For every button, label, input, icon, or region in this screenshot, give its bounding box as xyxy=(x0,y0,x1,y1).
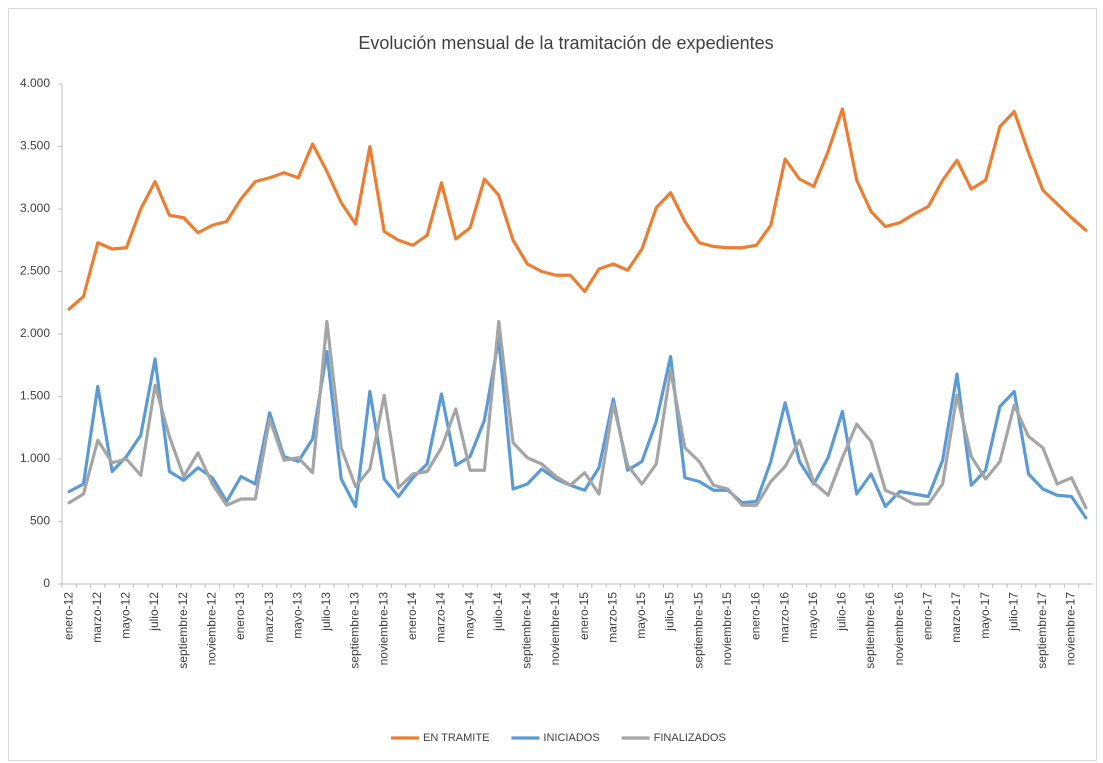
x-tick-label: noviembre-13 xyxy=(376,592,390,666)
x-tick-label: septiembre-13 xyxy=(348,592,362,669)
x-tick-label: julio-12 xyxy=(147,592,161,632)
x-tick-label: enero-12 xyxy=(61,592,75,640)
y-tick-label: 3.000 xyxy=(20,201,50,215)
legend-label: FINALIZADOS xyxy=(654,732,726,744)
chart-frame xyxy=(8,8,1097,761)
x-tick-label: marzo-17 xyxy=(949,592,963,643)
x-tick-label: septiembre-14 xyxy=(520,592,534,669)
x-tick-label: julio-13 xyxy=(319,592,333,632)
x-tick-label: mayo-16 xyxy=(806,592,820,639)
x-tick-label: noviembre-15 xyxy=(720,592,734,666)
y-tick-label: 4.000 xyxy=(20,76,50,90)
x-tick-label: marzo-12 xyxy=(90,592,104,643)
x-tick-label: enero-13 xyxy=(233,592,247,640)
y-tick-label: 3.500 xyxy=(20,139,50,153)
x-tick-label: septiembre-12 xyxy=(176,592,190,669)
x-tick-label: noviembre-12 xyxy=(205,592,219,666)
x-tick-label: noviembre-16 xyxy=(892,592,906,666)
x-tick-label: mayo-12 xyxy=(119,592,133,639)
series-line xyxy=(67,319,1088,510)
x-tick-label: mayo-13 xyxy=(290,592,304,639)
x-tick-label: septiembre-17 xyxy=(1035,592,1049,669)
x-tick-label: mayo-15 xyxy=(634,592,648,639)
x-tick-label: marzo-13 xyxy=(262,592,276,643)
x-tick-label: enero-15 xyxy=(577,592,591,640)
legend-label: INICIADOS xyxy=(543,732,599,744)
y-tick-label: 500 xyxy=(30,514,50,528)
x-tick-label: enero-14 xyxy=(405,592,419,640)
x-tick-label: septiembre-16 xyxy=(863,592,877,669)
x-tick-label: enero-17 xyxy=(920,592,934,640)
x-tick-label: septiembre-15 xyxy=(691,592,705,669)
x-tick-label: marzo-14 xyxy=(434,592,448,643)
x-tick-label: enero-16 xyxy=(749,592,763,640)
x-tick-label: marzo-16 xyxy=(777,592,791,643)
x-tick-label: mayo-14 xyxy=(462,592,476,639)
series-line xyxy=(67,107,1088,311)
y-tick-label: 1.000 xyxy=(20,451,50,465)
y-tick-label: 2.000 xyxy=(20,326,50,340)
x-tick-label: julio-15 xyxy=(663,592,677,632)
y-tick-label: 1.500 xyxy=(20,389,50,403)
chart-title: Evolución mensual de la tramitación de e… xyxy=(358,33,773,53)
y-tick-label: 2.500 xyxy=(20,264,50,278)
x-tick-label: noviembre-17 xyxy=(1064,592,1078,666)
series-line xyxy=(67,337,1088,520)
x-tick-label: marzo-15 xyxy=(605,592,619,643)
x-tick-label: julio-17 xyxy=(1006,592,1020,632)
x-tick-label: noviembre-14 xyxy=(548,592,562,666)
legend-label: EN TRAMITE xyxy=(423,732,489,744)
y-tick-label: 0 xyxy=(43,576,50,590)
x-tick-label: mayo-17 xyxy=(978,592,992,639)
x-tick-label: julio-16 xyxy=(835,592,849,632)
x-tick-label: julio-14 xyxy=(491,592,505,632)
